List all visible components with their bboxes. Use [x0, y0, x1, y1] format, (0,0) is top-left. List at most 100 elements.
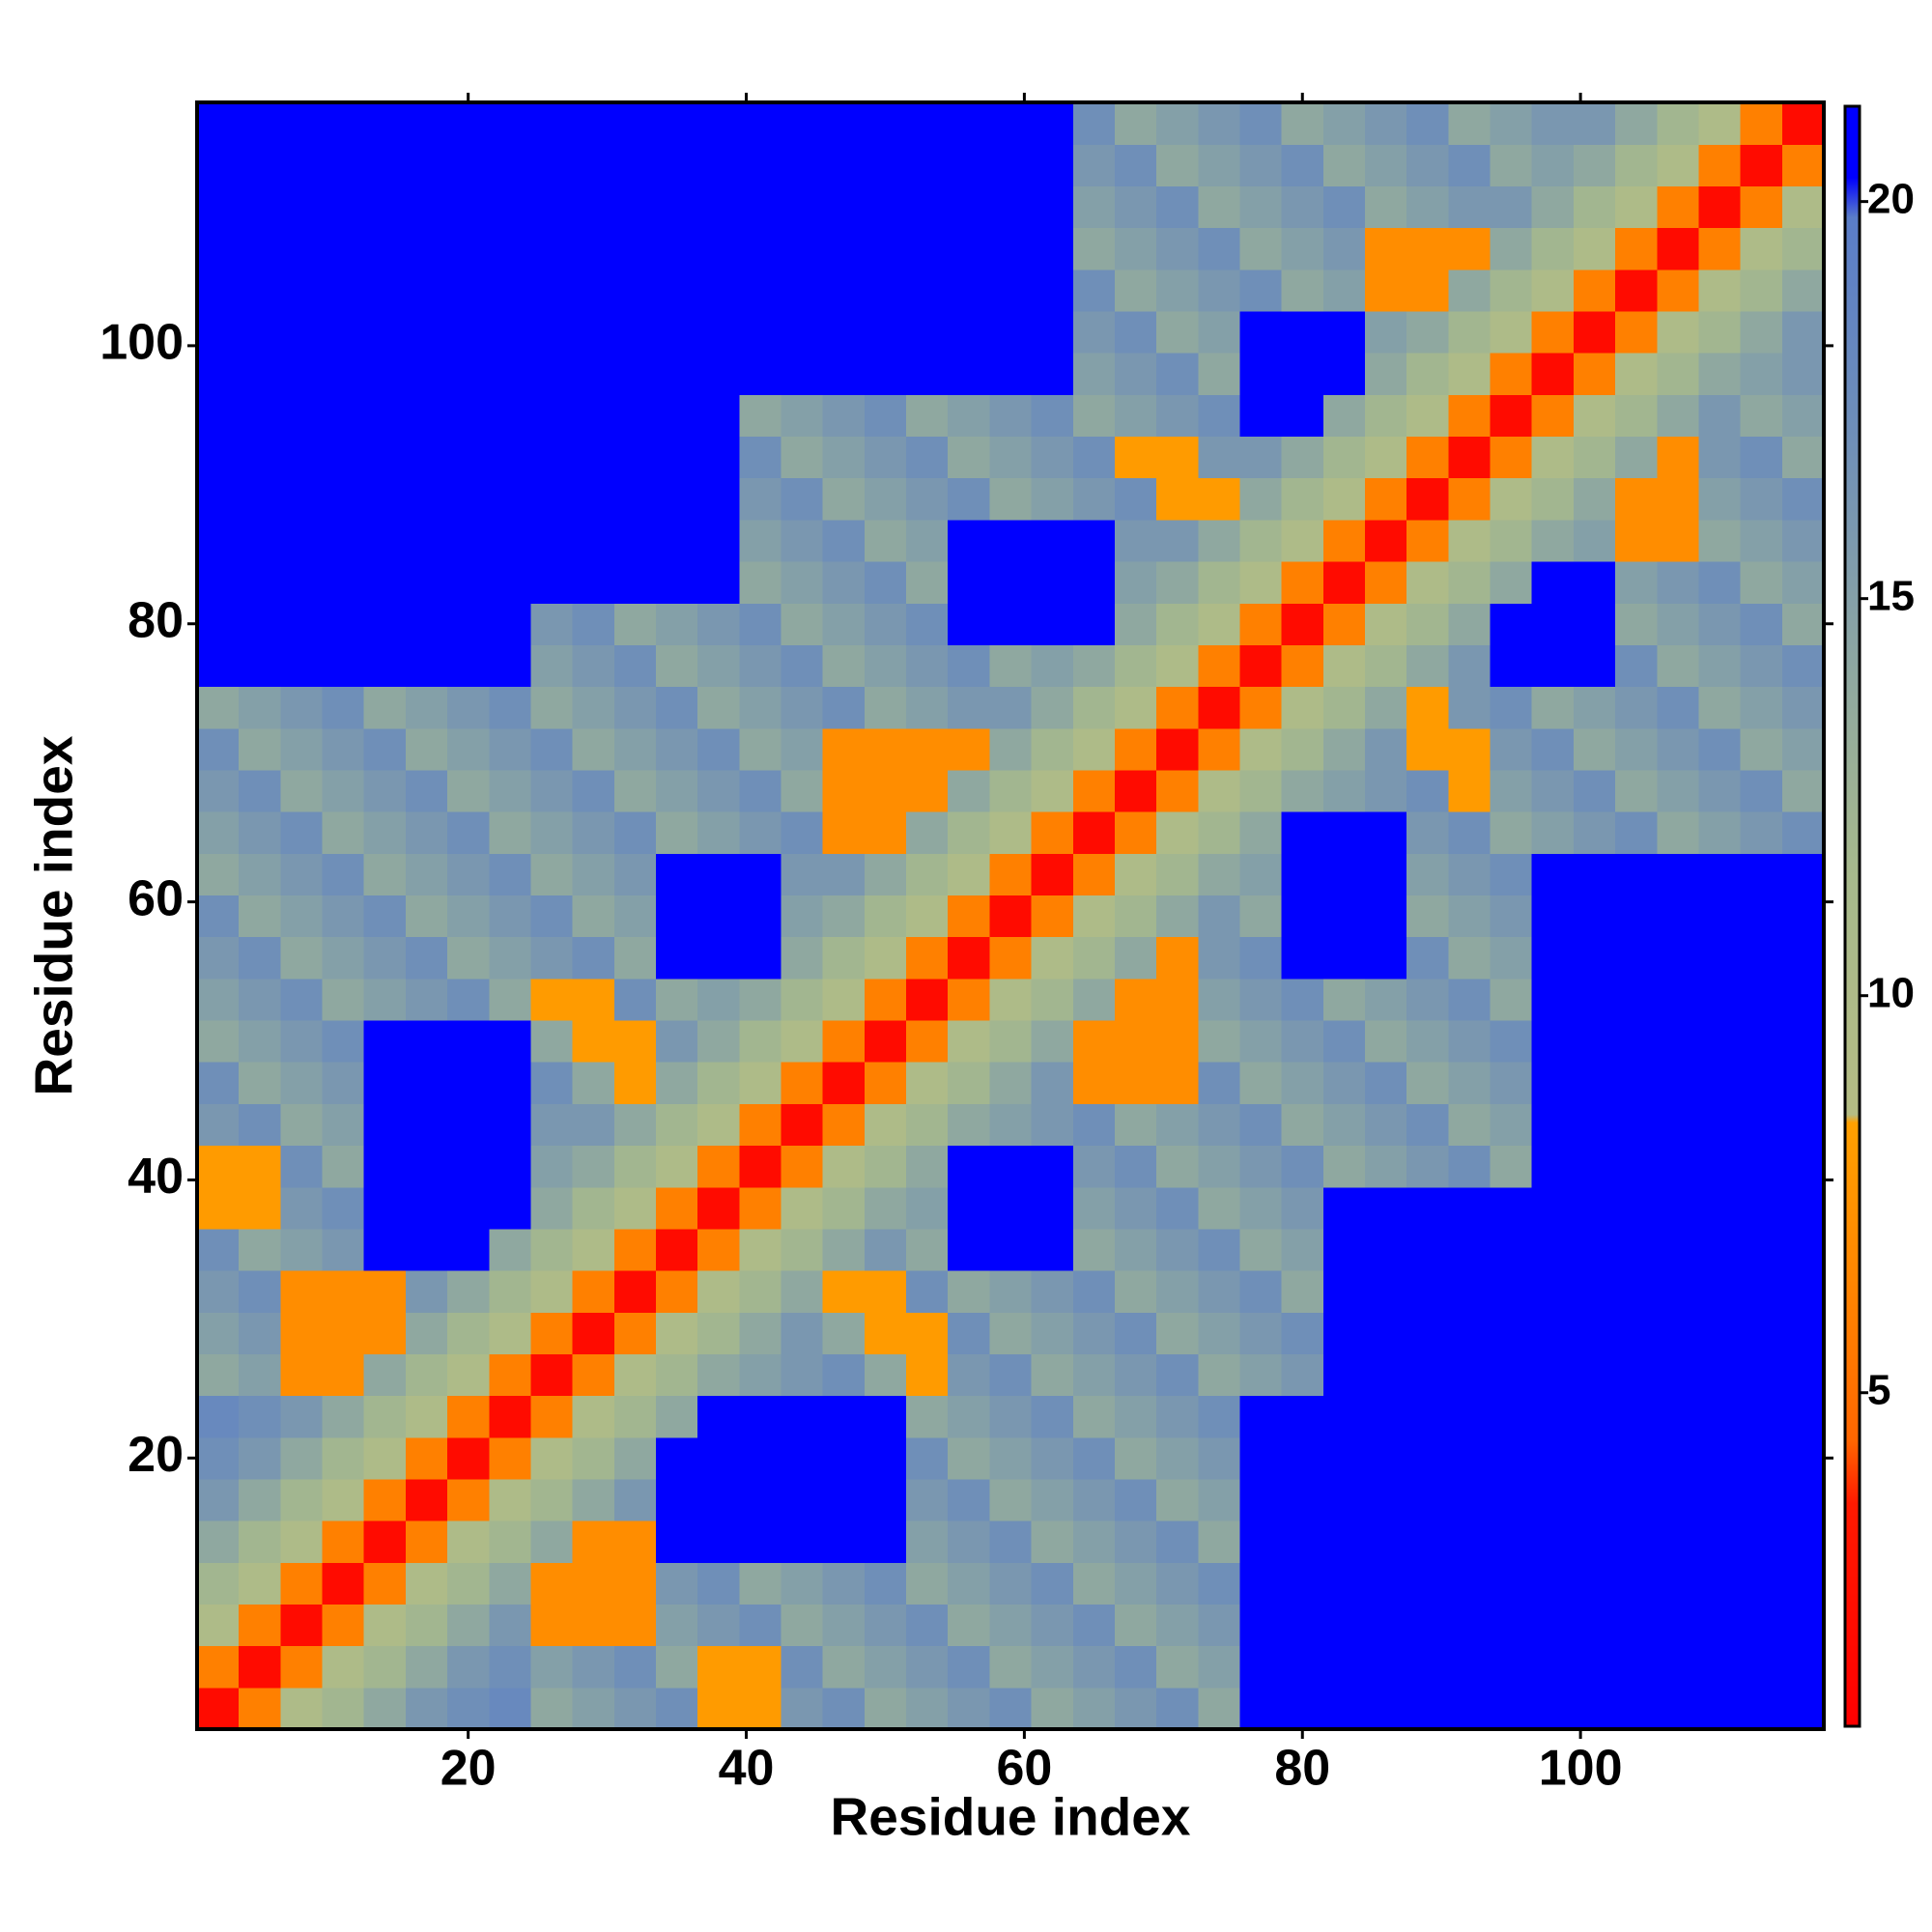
heatmap-cell — [1573, 436, 1616, 479]
heatmap-cell — [864, 1103, 907, 1147]
heatmap-cell — [1573, 1228, 1616, 1271]
heatmap-cell — [1448, 519, 1492, 562]
heatmap-cell — [948, 1312, 991, 1354]
heatmap-cell — [1406, 394, 1449, 438]
heatmap-cell — [781, 603, 824, 645]
y-tick-label: 60 — [128, 870, 184, 926]
heatmap-cell — [322, 394, 365, 438]
heatmap-cell — [489, 895, 532, 938]
heatmap-cell — [1072, 1353, 1116, 1397]
heatmap-cell — [280, 269, 324, 312]
heatmap-cell — [864, 1062, 907, 1104]
heatmap-cell — [530, 477, 574, 521]
heatmap-cell — [1781, 853, 1825, 896]
heatmap-cell — [906, 1062, 949, 1104]
heatmap-cell — [948, 1604, 991, 1647]
heatmap-cell — [739, 436, 782, 479]
heatmap-cell — [405, 185, 448, 229]
heatmap-cell — [239, 269, 281, 312]
heatmap-cell — [1239, 1062, 1283, 1104]
heatmap-cell — [1031, 477, 1074, 521]
heatmap-cell — [1573, 978, 1616, 1021]
heatmap-cell — [363, 436, 407, 479]
heatmap-cell — [572, 811, 615, 854]
heatmap-cell — [1615, 1604, 1658, 1647]
heatmap-cell — [1657, 895, 1700, 938]
heatmap-cell — [1740, 895, 1783, 938]
heatmap-cell — [822, 310, 866, 354]
heatmap-cell — [906, 1353, 949, 1397]
heatmap-cell — [655, 1019, 698, 1063]
heatmap-cell — [989, 144, 1033, 186]
heatmap-cell — [405, 1312, 448, 1354]
heatmap-cell — [239, 1687, 281, 1730]
heatmap-cell — [1156, 310, 1199, 354]
heatmap-cell — [1490, 1604, 1533, 1647]
heatmap-cell — [1740, 310, 1783, 354]
heatmap-cell — [447, 811, 490, 854]
heatmap-cell — [1740, 1520, 1783, 1563]
heatmap-cell — [1406, 1186, 1449, 1230]
heatmap-cell — [655, 727, 698, 771]
x-tick-label: 80 — [1274, 1741, 1330, 1797]
heatmap-cell — [572, 1270, 615, 1313]
heatmap-cell — [739, 1604, 782, 1647]
heatmap-cell — [1281, 1145, 1324, 1188]
heatmap-cell — [447, 227, 490, 270]
heatmap-cell — [1198, 1312, 1241, 1354]
heatmap-cell — [1448, 853, 1492, 896]
heatmap-cell — [1365, 1103, 1407, 1147]
heatmap-cell — [530, 1687, 574, 1730]
heatmap-cell — [906, 769, 949, 812]
heatmap-cell — [989, 1645, 1033, 1689]
heatmap-cell — [1531, 185, 1575, 229]
heatmap-cell — [1072, 936, 1116, 980]
heatmap-cell — [1573, 1145, 1616, 1188]
heatmap-cell — [489, 269, 532, 312]
heatmap-cell — [363, 353, 407, 395]
heatmap-cell — [1198, 1062, 1241, 1104]
heatmap-cell — [989, 1478, 1033, 1521]
heatmap-cell — [739, 560, 782, 604]
heatmap-cell — [1072, 269, 1116, 312]
y-tick-label: 80 — [128, 592, 184, 648]
heatmap-cell — [864, 1562, 907, 1605]
heatmap-cell — [1198, 185, 1241, 229]
heatmap-cell — [906, 436, 949, 479]
heatmap-cell — [781, 978, 824, 1021]
heatmap-cell — [906, 1145, 949, 1188]
heatmap-cell — [572, 519, 615, 562]
heatmap-cell — [405, 560, 448, 604]
heatmap-cell — [1781, 1478, 1825, 1521]
heatmap-cell — [1114, 1145, 1157, 1188]
heatmap-cell — [1740, 394, 1783, 438]
heatmap-cell — [280, 436, 324, 479]
heatmap-cell — [447, 519, 490, 562]
heatmap-cell — [655, 269, 698, 312]
heatmap-cell — [197, 811, 240, 854]
heatmap-cell — [1114, 1103, 1157, 1147]
heatmap-cell — [1490, 1436, 1533, 1480]
heatmap-cell — [1490, 227, 1533, 270]
heatmap-cell — [739, 1186, 782, 1230]
heatmap-cell — [1322, 477, 1366, 521]
heatmap-cell — [1573, 519, 1616, 562]
colorbar-tick-label: 20 — [1867, 175, 1915, 222]
heatmap-cell — [1156, 394, 1199, 438]
heatmap-cell — [1657, 1604, 1700, 1647]
heatmap-cell — [1615, 436, 1658, 479]
heatmap-cell — [906, 477, 949, 521]
heatmap-cell — [613, 394, 657, 438]
heatmap-cell — [1406, 644, 1449, 688]
heatmap-cell — [1156, 1395, 1199, 1438]
heatmap-cell — [447, 394, 490, 438]
heatmap-cell — [1322, 1353, 1366, 1397]
heatmap-cell — [989, 1604, 1033, 1647]
heatmap-cell — [655, 436, 698, 479]
heatmap-cell — [781, 1353, 824, 1397]
heatmap-cell — [739, 144, 782, 186]
heatmap-cell — [405, 769, 448, 812]
heatmap-cell — [739, 1062, 782, 1104]
heatmap-cell — [1490, 1645, 1533, 1689]
heatmap-cell — [864, 686, 907, 729]
